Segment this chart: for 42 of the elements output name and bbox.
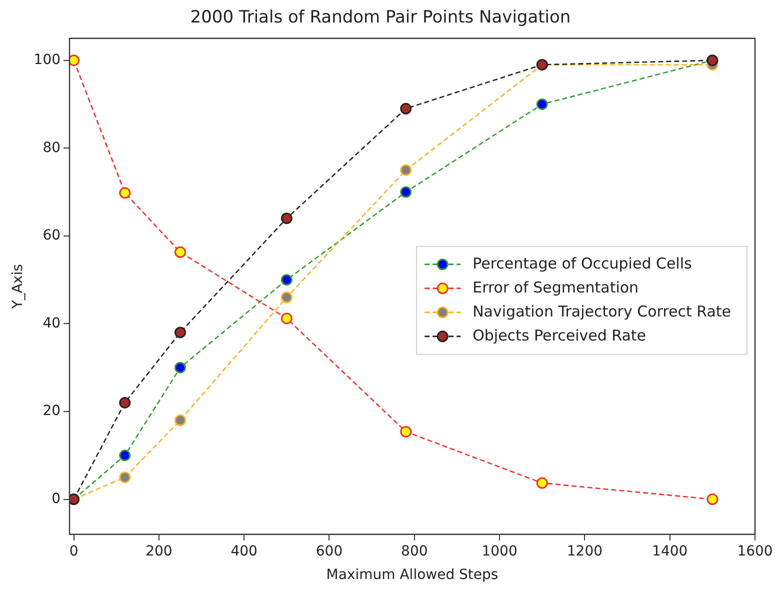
x-axis-title: Maximum Allowed Steps [326, 567, 498, 584]
y-tick-label: 40 [42, 315, 61, 332]
y-tick-label: 20 [42, 403, 61, 420]
point [536, 477, 548, 489]
legend-label: Percentage of Occupied Cells [472, 254, 692, 272]
point [174, 414, 186, 426]
point [400, 426, 412, 438]
point [70, 54, 80, 66]
point [174, 246, 186, 258]
y-tick-label: 80 [42, 140, 61, 156]
chart-title: 2000 Trials of Random Pair Points Navigation [190, 8, 571, 28]
y-tick-label: 100 [34, 52, 61, 68]
legend-label: Navigation Trajectory Correct Rate [472, 302, 732, 320]
y-axis-title: Y_Axis [10, 264, 26, 310]
point [280, 292, 292, 304]
point [174, 326, 186, 338]
point [400, 164, 412, 176]
point [119, 187, 131, 199]
point [706, 494, 718, 506]
point [280, 212, 292, 224]
legend-label: Error of Segmentation [472, 278, 639, 296]
x-tick-label: 400 [230, 543, 258, 560]
x-tick-label: 1400 [652, 543, 688, 560]
x-tick-label: 1600 [737, 543, 773, 560]
point [400, 102, 412, 114]
y-tick-label: 60 [42, 228, 61, 244]
x-tick-label: 0 [69, 543, 78, 560]
x-tick-label: 1000 [482, 543, 518, 560]
point [174, 362, 186, 374]
y-tick-label: 0 [52, 490, 61, 507]
point [280, 312, 292, 324]
x-tick-label: 600 [316, 543, 343, 560]
point [119, 396, 131, 408]
x-tick-label: 1200 [566, 543, 603, 560]
point [119, 472, 131, 484]
point [536, 98, 548, 110]
x-tick-label: 800 [401, 543, 428, 560]
legend-label: Objects Perceived Rate [472, 326, 646, 344]
point [119, 450, 131, 462]
x-tick-label: 200 [146, 543, 172, 560]
point [400, 186, 412, 198]
point [280, 274, 292, 286]
